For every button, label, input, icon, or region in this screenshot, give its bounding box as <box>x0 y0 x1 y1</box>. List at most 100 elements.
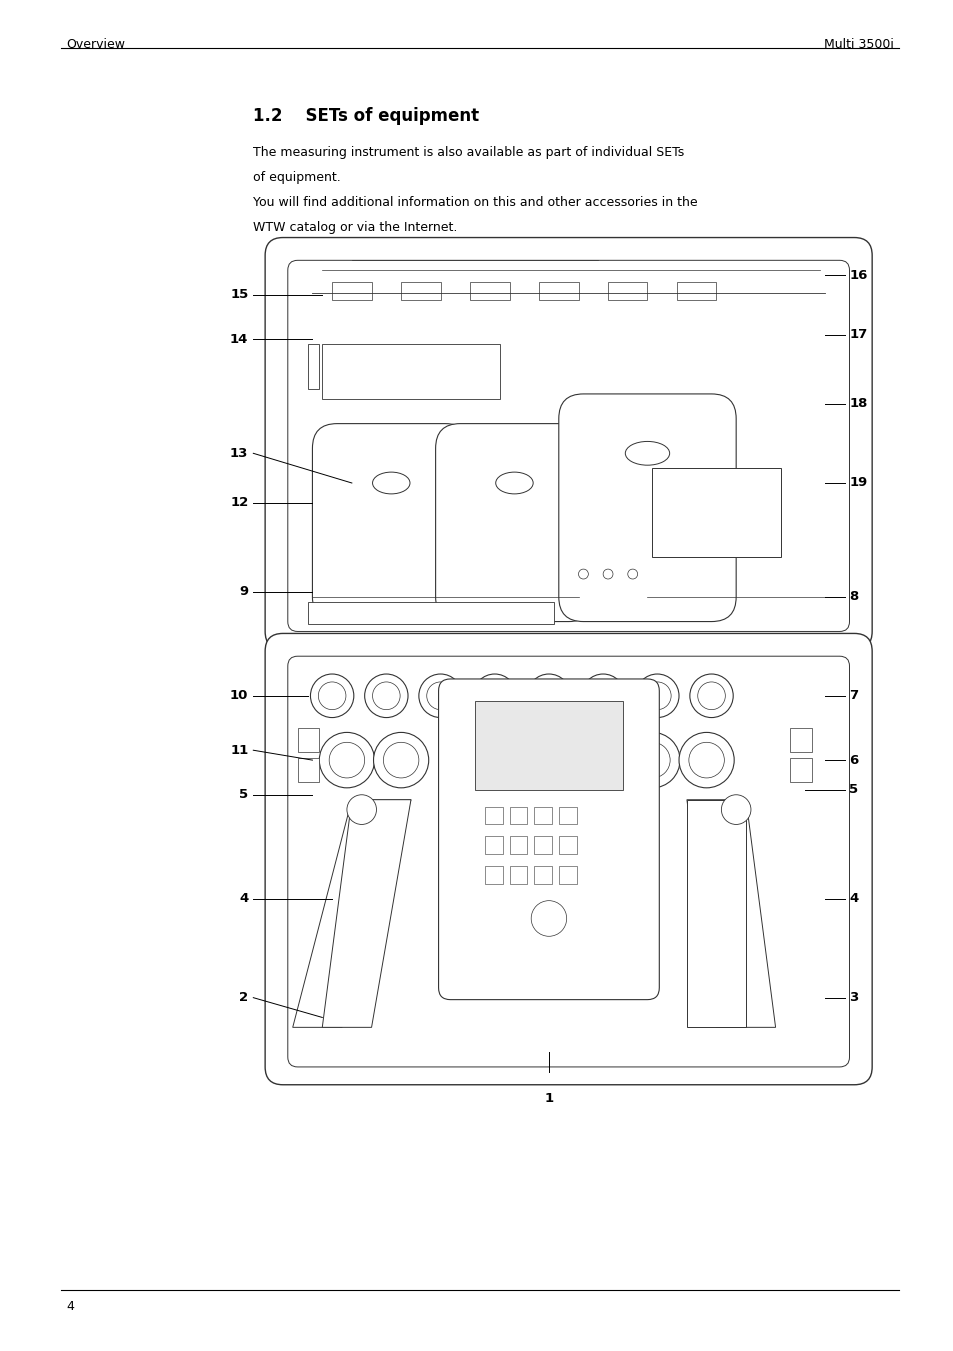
Bar <box>484 836 502 854</box>
Bar <box>297 758 319 782</box>
Text: 18: 18 <box>848 397 867 411</box>
FancyBboxPatch shape <box>265 634 871 1085</box>
FancyBboxPatch shape <box>265 238 871 650</box>
Bar <box>789 758 811 782</box>
Text: 8: 8 <box>848 590 858 604</box>
Circle shape <box>720 794 750 824</box>
Circle shape <box>635 674 679 717</box>
Bar <box>307 345 319 389</box>
Bar <box>509 866 527 884</box>
Circle shape <box>535 682 562 709</box>
Text: Overview: Overview <box>66 38 125 50</box>
Text: 17: 17 <box>848 328 867 340</box>
Bar <box>607 282 647 300</box>
Circle shape <box>602 569 613 580</box>
Ellipse shape <box>624 442 669 465</box>
Bar <box>534 807 552 824</box>
Bar <box>332 282 371 300</box>
Circle shape <box>374 732 428 788</box>
Circle shape <box>527 674 570 717</box>
Bar <box>789 728 811 753</box>
Bar <box>509 836 527 854</box>
Circle shape <box>426 682 454 709</box>
Polygon shape <box>322 800 411 1027</box>
Text: 19: 19 <box>848 477 867 489</box>
Circle shape <box>627 569 637 580</box>
Bar <box>509 807 527 824</box>
Circle shape <box>643 682 670 709</box>
Circle shape <box>531 901 566 936</box>
Bar <box>484 866 502 884</box>
Circle shape <box>578 569 588 580</box>
Polygon shape <box>686 800 745 1027</box>
Bar <box>470 282 509 300</box>
Text: 7: 7 <box>848 689 858 703</box>
Text: 11: 11 <box>230 743 248 757</box>
FancyBboxPatch shape <box>288 657 848 1067</box>
Circle shape <box>689 674 733 717</box>
Text: 5: 5 <box>848 784 858 796</box>
Bar <box>558 807 576 824</box>
Text: 1: 1 <box>544 1092 553 1105</box>
Text: 2: 2 <box>239 992 248 1004</box>
Circle shape <box>383 742 418 778</box>
FancyBboxPatch shape <box>288 261 848 631</box>
Text: You will find additional information on this and other accessories in the: You will find additional information on … <box>253 196 698 209</box>
Polygon shape <box>293 800 411 1027</box>
Circle shape <box>364 674 408 717</box>
Circle shape <box>679 732 734 788</box>
Bar <box>297 728 319 753</box>
Text: 9: 9 <box>239 585 248 598</box>
Text: 3: 3 <box>848 992 858 1004</box>
FancyBboxPatch shape <box>312 424 470 621</box>
Text: 12: 12 <box>230 496 248 509</box>
Circle shape <box>373 682 399 709</box>
Bar <box>538 282 578 300</box>
Bar <box>534 866 552 884</box>
Circle shape <box>688 742 723 778</box>
Text: 16: 16 <box>848 269 867 281</box>
Bar <box>322 345 499 399</box>
Bar <box>558 866 576 884</box>
Text: WTW catalog or via the Internet.: WTW catalog or via the Internet. <box>253 220 457 234</box>
Text: of equipment.: of equipment. <box>253 172 340 184</box>
Circle shape <box>634 742 669 778</box>
Text: 13: 13 <box>230 447 248 459</box>
Circle shape <box>319 732 375 788</box>
Bar <box>677 282 716 300</box>
Text: 14: 14 <box>230 332 248 346</box>
Text: 6: 6 <box>848 754 858 766</box>
Text: 4: 4 <box>239 892 248 905</box>
Text: 5: 5 <box>239 788 248 801</box>
Circle shape <box>473 674 516 717</box>
Circle shape <box>418 674 462 717</box>
Text: 10: 10 <box>230 689 248 703</box>
Text: The measuring instrument is also available as part of individual SETs: The measuring instrument is also availab… <box>253 146 684 159</box>
Text: 15: 15 <box>230 289 248 301</box>
Bar <box>307 601 554 624</box>
Circle shape <box>310 674 354 717</box>
Circle shape <box>329 742 364 778</box>
Bar <box>475 701 622 790</box>
Text: Multi 3500i: Multi 3500i <box>823 38 893 50</box>
Text: 4: 4 <box>848 892 858 905</box>
Circle shape <box>697 682 724 709</box>
Circle shape <box>318 682 346 709</box>
Ellipse shape <box>373 471 410 494</box>
Circle shape <box>480 682 508 709</box>
Bar <box>400 282 440 300</box>
Text: 1.2    SETs of equipment: 1.2 SETs of equipment <box>253 107 479 124</box>
Bar <box>534 836 552 854</box>
Bar <box>558 836 576 854</box>
FancyBboxPatch shape <box>436 424 593 621</box>
FancyBboxPatch shape <box>558 394 736 621</box>
Polygon shape <box>686 800 775 1027</box>
Bar <box>484 807 502 824</box>
Circle shape <box>624 732 679 788</box>
Ellipse shape <box>496 471 533 494</box>
Text: 4: 4 <box>66 1300 74 1313</box>
FancyBboxPatch shape <box>438 680 659 1000</box>
Circle shape <box>347 794 376 824</box>
Circle shape <box>580 674 624 717</box>
Circle shape <box>589 682 617 709</box>
